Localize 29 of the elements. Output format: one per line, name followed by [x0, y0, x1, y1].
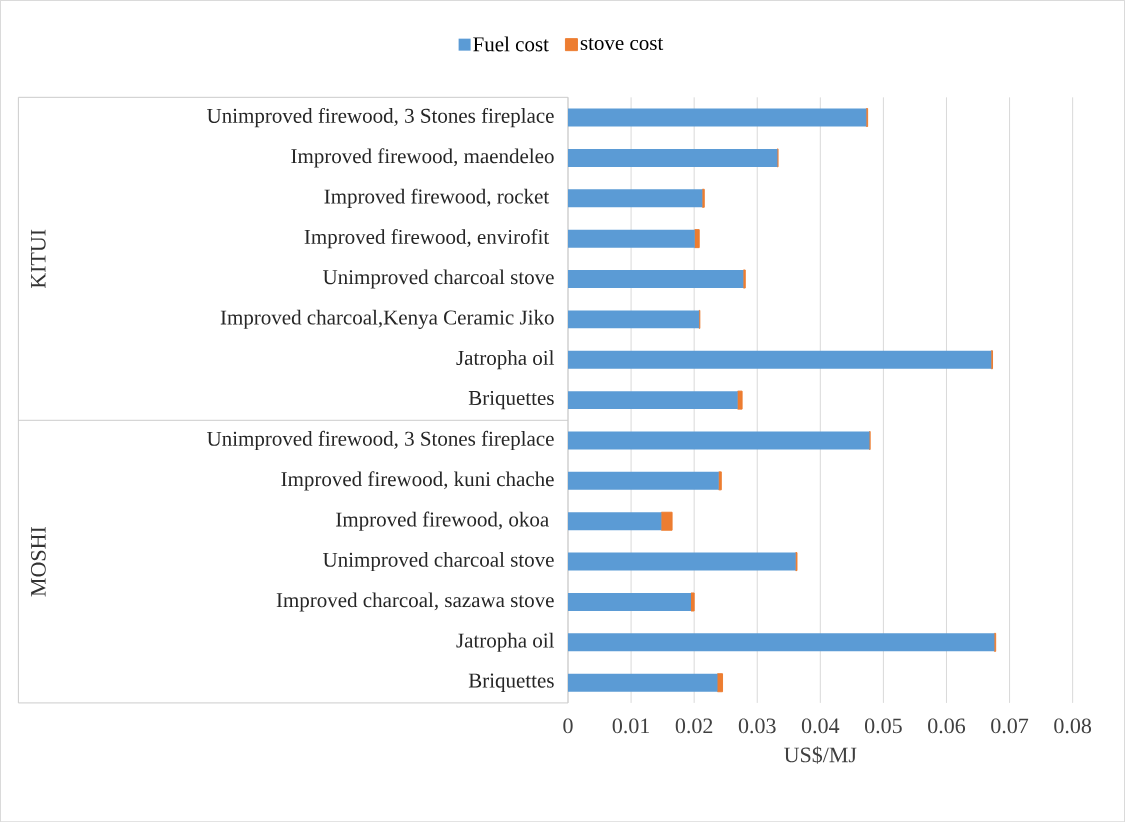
text: KITUI: [31, 229, 46, 288]
x-tick-label: 0.02: [675, 718, 713, 734]
y-tick-label: Unimproved charcoal stove: [322, 269, 554, 289]
y-tick-label: Improved charcoal, sazawa stove: [276, 592, 554, 612]
x-tick-label: 0.01: [612, 718, 649, 734]
legend-label: Fuel cost: [473, 36, 549, 52]
x-axis-title: US$/MJ: [784, 746, 857, 764]
y-tick-label: Improved firewood, envirofit: [304, 228, 550, 249]
x-tick-label: 0.07: [991, 718, 1029, 734]
x-tick-label: 0.05: [864, 718, 902, 734]
y-tick-label: Jatropha oil: [456, 632, 555, 652]
y-tick-label: Briquettes: [468, 390, 554, 410]
x-tick-label: 0.08: [1054, 718, 1092, 734]
y-tick-label: Unimproved charcoal stove: [322, 551, 554, 572]
x-tick-label: 0: [563, 718, 573, 734]
text: MOSHI: [30, 526, 46, 597]
x-tick-label: 0.04: [801, 718, 840, 734]
y-tick-label: Unimproved firewood, 3 Stones fireplace: [207, 430, 554, 451]
y-tick-label: Jatropha oil: [456, 350, 555, 370]
y-tick-label: Improved firewood, okoa: [336, 511, 549, 531]
x-tick-label: 0.03: [738, 718, 776, 734]
legend-label: stove cost: [580, 37, 664, 50]
y-tick-label: Improved firewood, kuni chache: [281, 471, 554, 491]
x-tick-label: 0.06: [928, 718, 966, 734]
y-tick-label: Improved charcoal,Kenya Ceramic Jiko: [220, 309, 554, 329]
y-tick-label: Briquettes: [468, 673, 554, 692]
y-tick-label: Improved firewood, rocket: [324, 188, 550, 208]
y-tick-label: Unimproved firewood, 3 Stones fireplace: [207, 107, 554, 128]
y-tick-label: Improved firewood, maendeleo: [291, 148, 554, 168]
